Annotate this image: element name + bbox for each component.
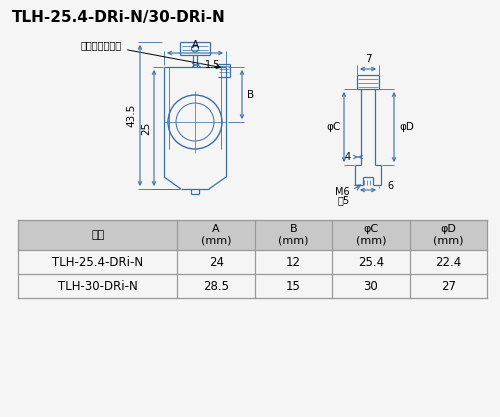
- Text: 品番: 品番: [91, 230, 104, 240]
- Text: 25.4: 25.4: [358, 256, 384, 269]
- Text: 15: 15: [286, 279, 301, 292]
- Text: 28.5: 28.5: [203, 279, 229, 292]
- Text: B
(mm): B (mm): [278, 224, 309, 246]
- Text: A: A: [192, 40, 198, 50]
- Text: 6: 6: [387, 181, 393, 191]
- Text: TLH-25.4-DRi-N: TLH-25.4-DRi-N: [52, 256, 144, 269]
- Text: TLH-30-DRi-N: TLH-30-DRi-N: [58, 279, 138, 292]
- Text: φD
(mm): φD (mm): [433, 224, 464, 246]
- Text: 4: 4: [345, 152, 351, 162]
- Text: 7: 7: [364, 54, 372, 64]
- Text: φC: φC: [327, 122, 341, 132]
- Text: 深5: 深5: [338, 195, 350, 205]
- Text: 22.4: 22.4: [435, 256, 462, 269]
- Text: 30: 30: [364, 279, 378, 292]
- Text: 24: 24: [208, 256, 224, 269]
- FancyBboxPatch shape: [18, 220, 487, 250]
- Text: φD: φD: [399, 122, 414, 132]
- Text: A
(mm): A (mm): [201, 224, 232, 246]
- Text: M6: M6: [336, 187, 350, 197]
- Text: 27: 27: [441, 279, 456, 292]
- Text: レンズ押えネジ: レンズ押えネジ: [81, 40, 220, 68]
- Text: TLH-25.4-DRi-N/30-DRi-N: TLH-25.4-DRi-N/30-DRi-N: [12, 10, 226, 25]
- Text: 1.5: 1.5: [205, 60, 220, 70]
- Text: 25: 25: [141, 121, 151, 135]
- Text: 43.5: 43.5: [126, 104, 136, 127]
- Text: B: B: [247, 90, 254, 100]
- Text: 12: 12: [286, 256, 301, 269]
- Text: φC
(mm): φC (mm): [356, 224, 386, 246]
